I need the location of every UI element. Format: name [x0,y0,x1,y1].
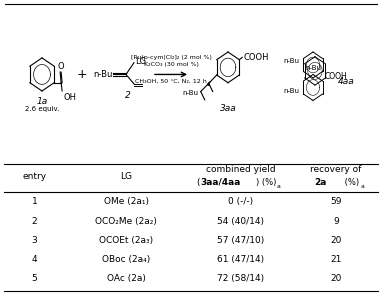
Text: 54 (40/14): 54 (40/14) [217,216,264,225]
Text: COOH: COOH [325,72,348,81]
Text: n-Bu: n-Bu [305,65,321,71]
Text: 57 (47/10): 57 (47/10) [217,236,264,245]
Text: K₂CO₃ (30 mol %): K₂CO₃ (30 mol %) [144,62,198,67]
Text: 2: 2 [125,91,131,100]
Text: OCOEt (2a₃): OCOEt (2a₃) [99,236,153,245]
Text: 2: 2 [32,216,37,225]
Text: 72 (58/14): 72 (58/14) [217,274,264,283]
Text: [Ru(p-cym)Cl₂]₂ (2 mol %): [Ru(p-cym)Cl₂]₂ (2 mol %) [131,55,212,60]
Text: LG: LG [120,172,132,181]
Text: 21: 21 [330,255,342,264]
Text: 9: 9 [333,216,339,225]
Text: (%): (%) [342,178,359,187]
Text: OBoc (2a₄): OBoc (2a₄) [102,255,150,264]
Text: combined yield: combined yield [206,165,275,174]
Text: n-Bu: n-Bu [283,88,299,95]
Text: a: a [361,184,365,189]
Text: entry: entry [22,172,47,181]
Text: 59: 59 [330,197,342,206]
Text: a: a [277,184,281,189]
Text: 2a: 2a [315,178,327,187]
Text: (: ( [197,178,200,187]
Text: 3: 3 [31,236,37,245]
Text: OMe (2a₁): OMe (2a₁) [104,197,149,206]
Text: 2.6 equiv.: 2.6 equiv. [25,106,59,112]
Text: 3aa: 3aa [220,104,236,113]
Text: OAc (2a): OAc (2a) [107,274,146,283]
Text: n-Bu: n-Bu [93,70,112,79]
Text: COOH: COOH [243,53,269,62]
Text: 5: 5 [31,274,37,283]
Text: 1a: 1a [36,97,48,106]
Text: O: O [58,62,65,71]
Text: CH₃OH, 50 °C, N₂, 12 h: CH₃OH, 50 °C, N₂, 12 h [135,79,207,84]
Text: 20: 20 [330,236,342,245]
Text: 4aa: 4aa [338,77,355,86]
Text: +: + [77,68,87,81]
Text: 20: 20 [330,274,342,283]
Text: OH: OH [63,93,76,102]
Text: OCO₂Me (2a₂): OCO₂Me (2a₂) [95,216,157,225]
Text: 61 (47/14): 61 (47/14) [217,255,264,264]
Text: n-Bu: n-Bu [183,90,199,96]
Text: n-Bu: n-Bu [283,58,299,64]
Text: 0 (-/-): 0 (-/-) [228,197,253,206]
Text: 1: 1 [31,197,37,206]
Text: ) (%): ) (%) [256,178,276,187]
Text: 4: 4 [32,255,37,264]
Text: LG: LG [135,57,146,66]
Text: 3aa/4aa: 3aa/4aa [201,178,241,187]
Text: recovery of: recovery of [311,165,362,174]
